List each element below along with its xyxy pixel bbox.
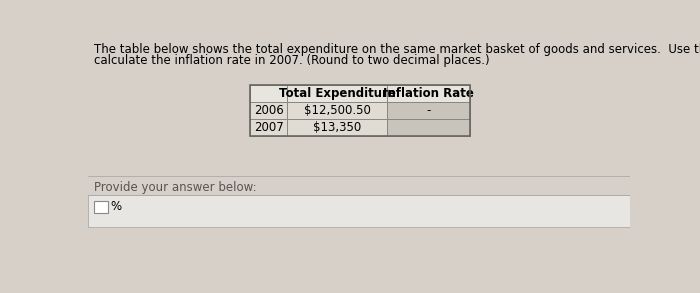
Bar — [251, 85, 470, 136]
Bar — [288, 102, 386, 119]
Text: Provide your answer below:: Provide your answer below: — [94, 181, 256, 194]
Text: 2006: 2006 — [254, 104, 284, 117]
Text: Inflation Rate: Inflation Rate — [383, 87, 474, 100]
Bar — [251, 85, 288, 102]
Text: %: % — [110, 200, 121, 213]
Bar — [251, 102, 288, 119]
Text: Total Expenditure: Total Expenditure — [279, 87, 396, 100]
Bar — [288, 119, 386, 136]
Bar — [386, 85, 470, 102]
Text: calculate the inflation rate in 2007. (Round to two decimal places.): calculate the inflation rate in 2007. (R… — [94, 54, 489, 67]
Text: The table below shows the total expenditure on the same market basket of goods a: The table below shows the total expendit… — [94, 43, 700, 56]
Text: $12,500.50: $12,500.50 — [304, 104, 370, 117]
Bar — [88, 176, 630, 195]
Bar — [386, 102, 470, 119]
Bar — [288, 85, 386, 102]
Text: 2007: 2007 — [254, 121, 284, 134]
Bar — [88, 195, 630, 227]
Text: $13,350: $13,350 — [313, 121, 361, 134]
Bar — [94, 201, 108, 213]
Text: -: - — [426, 104, 430, 117]
Bar — [251, 119, 288, 136]
Bar — [386, 119, 470, 136]
